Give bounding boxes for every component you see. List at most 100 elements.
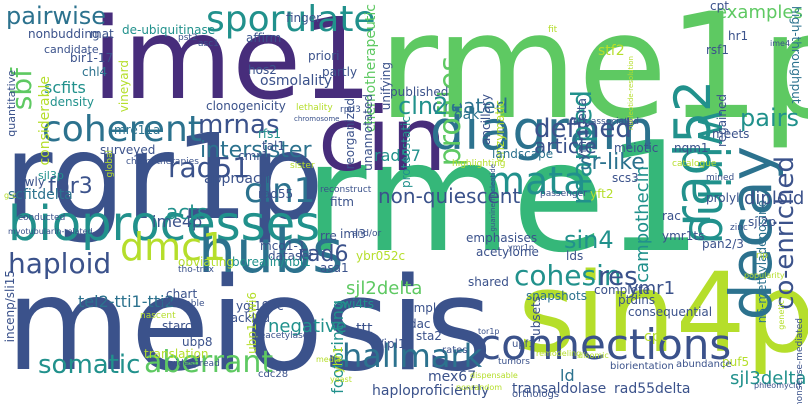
word-tel2-tti1-tti2: tel2-tti1-tti2 — [78, 292, 175, 311]
word-consequential: consequential — [628, 305, 713, 319]
word-finger: finger — [286, 11, 322, 25]
word-popularity: popularity — [744, 271, 785, 280]
word-density: density — [50, 95, 94, 109]
word-pairwise: pairwise — [6, 2, 107, 30]
word-stf2: stf2 — [598, 43, 625, 59]
word-cln1: cln1 — [244, 171, 316, 211]
word-asa1: asa1 — [320, 261, 349, 275]
word-tackled: tackled — [226, 311, 270, 325]
word-orthologs: orthologs — [512, 389, 560, 400]
word-ancillary: ancillary — [479, 94, 493, 145]
word-scfitdelta: scfitdelta — [8, 187, 73, 203]
word-mata: mata — [488, 159, 587, 203]
word-dmc1: dmc1 — [120, 225, 227, 269]
word-sjl2delta: sjl2delta — [346, 278, 423, 299]
word-abundance: abundance — [676, 359, 732, 370]
word-fork-associated: fork-associated — [570, 117, 639, 127]
word-chemotherapies: chemotherapies — [126, 157, 199, 167]
word-ime4: ime4 — [770, 39, 791, 48]
word-ttt: ttt — [356, 321, 373, 337]
word-sjl3p: sjl3p — [38, 169, 64, 182]
word-yft2: yft2 — [590, 187, 614, 201]
word-rates: rates — [442, 345, 468, 356]
word-rsf1: rsf1 — [706, 43, 730, 57]
word-rgr1p: rgr1p — [4, 108, 324, 246]
word-rme1: rme1 — [304, 109, 703, 286]
word-negative: negative — [268, 316, 347, 337]
word-ymr1: ymr1 — [628, 278, 676, 299]
word-sin4p: sin4p — [518, 249, 808, 377]
word-hallmark: hallmark — [342, 337, 483, 375]
word-ygl193c: ygl193c — [236, 299, 284, 313]
word-meiosis: meiosis — [6, 251, 493, 400]
word-examples: examples — [716, 2, 803, 23]
word-unannotated: unannotated — [361, 94, 375, 171]
word-meiotic: meiotic — [614, 141, 659, 155]
word-ybr052c: ybr052c — [356, 249, 406, 263]
word-considerable: considerable — [37, 76, 53, 166]
word-cdc28: cdc28 — [258, 369, 289, 380]
word-sister: sister — [290, 161, 315, 171]
word-shared: shared — [468, 275, 509, 289]
word-published: published — [390, 85, 449, 99]
word-hr1: hr1 — [728, 29, 749, 43]
word-conducted: conducted — [18, 213, 66, 223]
word-yeast: yeast — [330, 375, 352, 384]
word-rfs1: rfs1 — [258, 127, 282, 141]
word-cpt-top: cpt — [710, 0, 729, 13]
word-transaldolase: transaldolase — [512, 381, 607, 397]
word-co-enriched: co-enriched — [770, 156, 800, 310]
word-ymr1ts: ymr1ts — [662, 229, 705, 243]
word-clonogenicity: clonogenicity — [206, 99, 286, 113]
word-dispensable: dispensable — [470, 371, 518, 380]
word-passenger: passenger — [540, 189, 587, 199]
word-priori: priori — [308, 49, 340, 63]
word-puf5: puf5 — [722, 355, 750, 369]
word-nqm1: nqm1 — [674, 141, 709, 155]
word-subsets: subsets — [529, 296, 543, 343]
word-lethality: lethality — [296, 103, 333, 113]
word-lowly: lowly — [14, 175, 45, 189]
word-borealin-nbl1: borealin/nbl1 — [232, 255, 311, 269]
word-chromosome: chromosome — [294, 115, 340, 123]
word-chart: chart — [166, 287, 198, 301]
word-hubs: hubs — [198, 217, 344, 287]
word-tho-trex: tho-trex — [178, 265, 214, 275]
word-zinc: zinc — [730, 223, 748, 233]
word-hos2: hos2 — [248, 63, 277, 77]
word-ymr1p: ymr1p — [508, 243, 534, 252]
word-defined: defined — [534, 114, 632, 144]
word-myotubularin-related: myotubularin-related — [8, 227, 93, 236]
word-diagram: diagram — [430, 99, 655, 162]
word-chl4: chl4 — [82, 65, 108, 79]
word-prolyl: prolyl — [706, 191, 740, 205]
word-obviating: obviating — [178, 255, 235, 269]
word-ime1: ime1 — [92, 0, 373, 125]
word-candidate: candidate — [44, 43, 99, 56]
word-sin4: sin4 — [564, 226, 614, 254]
word-widespread: widespread — [168, 359, 220, 369]
word-sta2: sta2 — [416, 329, 442, 343]
word-coherent: coherent — [42, 109, 202, 150]
word-deacetylases: deacetylases — [254, 331, 314, 341]
word-partly: partly — [322, 65, 358, 79]
word-proteostatic: proteostatic — [399, 116, 413, 189]
word-scfits: scfits — [44, 78, 86, 97]
word-cpt-bottom: cpt — [644, 329, 667, 345]
word-aberrant: aberrant — [144, 345, 274, 380]
word-diploid: diploid — [744, 188, 805, 209]
word-cln2: cln2 — [398, 92, 449, 120]
word-surveyed: surveyed — [100, 143, 156, 157]
word-phleomycin: phleomycin — [754, 381, 801, 390]
word-dataset: dataset — [268, 249, 314, 263]
word-haploid: haploid — [8, 247, 112, 280]
word-ptdins: ptdins — [618, 293, 656, 307]
word-mined: mined — [706, 173, 735, 183]
word-rad51: rad51 — [168, 151, 251, 184]
word-acts: acts — [166, 200, 208, 224]
word-incenp-sli15: incenp/sli15 — [3, 270, 17, 343]
word-biorientation: biorientation — [610, 361, 674, 372]
word-tal1: tal1 — [262, 139, 286, 153]
word-complete: complete — [594, 283, 651, 297]
